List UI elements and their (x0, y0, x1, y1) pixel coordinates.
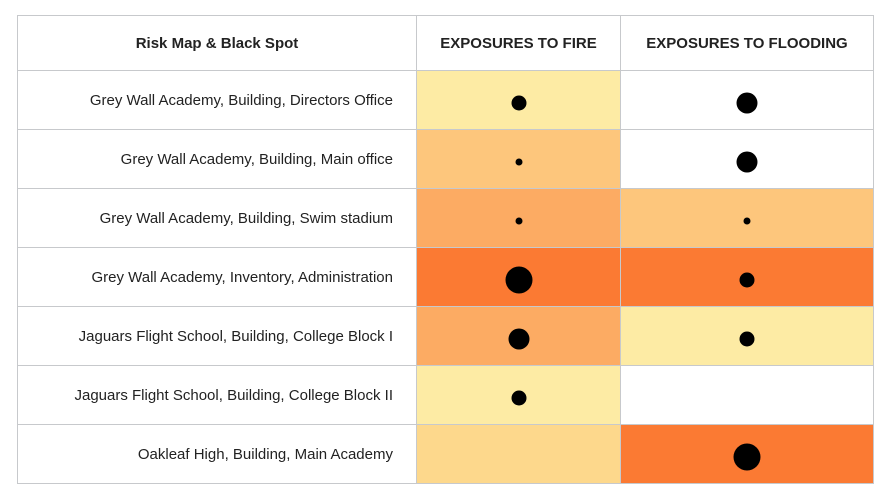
row-label: Grey Wall Academy, Building, Main office (17, 129, 417, 189)
risk-dot-icon (515, 217, 522, 225)
fire-exposure-cell (416, 424, 621, 484)
table-row: Jaguars Flight School, Building, College… (17, 306, 874, 366)
flooding-exposure-cell (620, 70, 874, 130)
table-header-row: Risk Map & Black Spot EXPOSURES TO FIRE … (17, 15, 874, 71)
table-row: Grey Wall Academy, Building, Directors O… (17, 70, 874, 130)
risk-dot-icon (505, 266, 532, 294)
risk-dot-icon (736, 92, 758, 114)
risk-dot-icon (733, 443, 761, 471)
fire-exposure-cell (416, 188, 621, 248)
risk-dot-icon (739, 272, 755, 288)
risk-dot-icon (743, 217, 751, 225)
row-label: Oakleaf High, Building, Main Academy (17, 424, 417, 484)
header-exposures-fire: EXPOSURES TO FIRE (416, 15, 621, 71)
header-exposures-flooding: EXPOSURES TO FLOODING (620, 15, 874, 71)
flooding-exposure-cell (620, 188, 874, 248)
risk-map-table: Risk Map & Black Spot EXPOSURES TO FIRE … (17, 15, 874, 484)
risk-dot-icon (739, 331, 755, 347)
table-row: Jaguars Flight School, Building, College… (17, 365, 874, 425)
row-label: Grey Wall Academy, Building, Directors O… (17, 70, 417, 130)
fire-exposure-cell (416, 70, 621, 130)
table-row: Grey Wall Academy, Building, Main office (17, 129, 874, 189)
fire-exposure-cell (416, 247, 621, 307)
risk-dot-icon (515, 158, 522, 166)
risk-dot-icon (511, 95, 526, 111)
table-row: Grey Wall Academy, Inventory, Administra… (17, 247, 874, 307)
row-label: Grey Wall Academy, Inventory, Administra… (17, 247, 417, 307)
flooding-exposure-cell (620, 247, 874, 307)
row-label: Jaguars Flight School, Building, College… (17, 306, 417, 366)
risk-dot-icon (508, 328, 529, 350)
fire-exposure-cell (416, 129, 621, 189)
fire-exposure-cell (416, 365, 621, 425)
flooding-exposure-cell (620, 129, 874, 189)
row-label: Jaguars Flight School, Building, College… (17, 365, 417, 425)
flooding-exposure-cell (620, 365, 874, 425)
risk-dot-icon (736, 151, 758, 173)
risk-dot-icon (511, 390, 526, 406)
table-row: Oakleaf High, Building, Main Academy (17, 424, 874, 484)
flooding-exposure-cell (620, 424, 874, 484)
row-label: Grey Wall Academy, Building, Swim stadiu… (17, 188, 417, 248)
table-body: Grey Wall Academy, Building, Directors O… (17, 70, 874, 484)
header-risk-map: Risk Map & Black Spot (17, 15, 417, 71)
table-row: Grey Wall Academy, Building, Swim stadiu… (17, 188, 874, 248)
fire-exposure-cell (416, 306, 621, 366)
flooding-exposure-cell (620, 306, 874, 366)
